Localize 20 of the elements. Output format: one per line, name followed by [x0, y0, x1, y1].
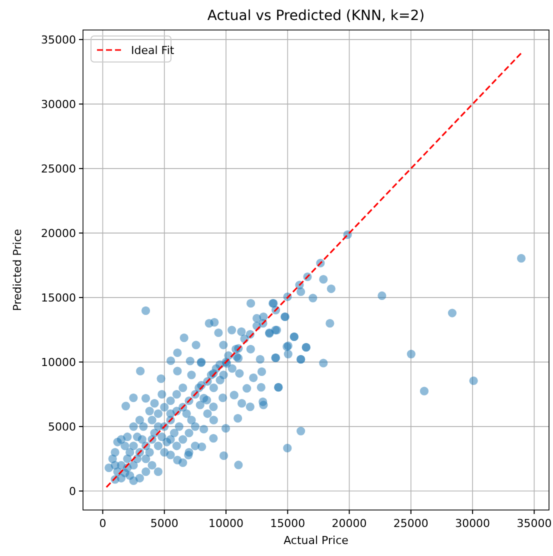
- x-axis-title: Actual Price: [284, 534, 349, 547]
- y-tick-label: 15000: [41, 291, 76, 304]
- y-axis-title: Predicted Price: [11, 228, 24, 311]
- x-tick-label: 35000: [516, 517, 552, 530]
- x-tick-label: 10000: [208, 517, 244, 530]
- y-tick-label: 20000: [41, 226, 76, 240]
- y-tick-label: 0: [69, 484, 76, 498]
- x-tick-label: 0: [99, 517, 106, 530]
- y-tick-label: 35000: [41, 33, 76, 46]
- chart-title: Actual vs Predicted (KNN, k=2): [207, 8, 425, 24]
- y-tick-label: 10000: [41, 356, 76, 369]
- y-tick-label: 5000: [48, 420, 76, 434]
- y-tick-label: 25000: [41, 162, 76, 176]
- x-tick-label: 5000: [150, 517, 178, 530]
- x-tick-label: 15000: [270, 517, 306, 530]
- legend-label: Ideal Fit: [131, 44, 175, 57]
- x-tick-label: 30000: [455, 517, 490, 530]
- y-tick-label: 30000: [41, 98, 76, 111]
- x-tick-label: 20000: [332, 517, 367, 530]
- x-tick-label: 25000: [393, 517, 428, 530]
